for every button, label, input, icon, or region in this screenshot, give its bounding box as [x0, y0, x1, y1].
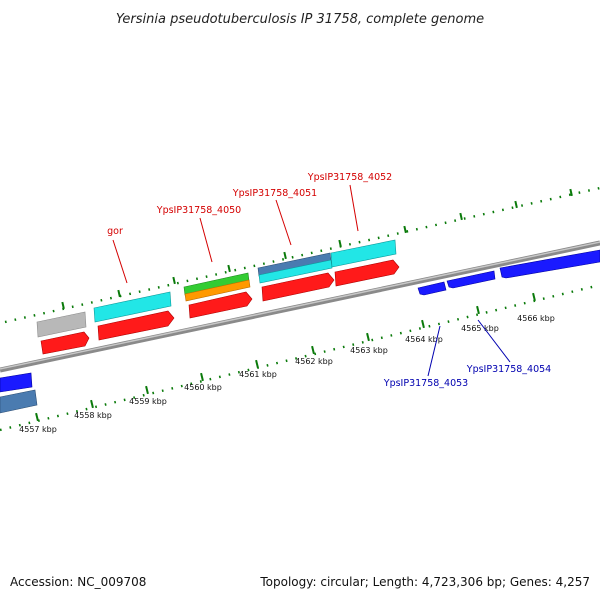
gene-label-4053[interactable]: YpsIP31758_4053 [383, 378, 468, 389]
upper-major-tick [172, 276, 176, 285]
blue-gene-large[interactable] [499, 249, 600, 279]
cyan-feature-4052[interactable] [330, 239, 397, 268]
tick-label-4565: 4565 kbp [461, 324, 499, 333]
tick-label-4561: 4561 kbp [239, 370, 277, 379]
upper-major-tick [403, 225, 407, 234]
lower-major-tick [476, 305, 480, 315]
lower-major-tick [421, 319, 425, 329]
red-gene-4050[interactable] [188, 291, 253, 319]
lower-major-tick [366, 332, 370, 342]
upper-major-tick [283, 251, 287, 260]
cyan-feature-4051[interactable] [258, 259, 333, 284]
lower-major-tick [145, 385, 149, 395]
gene-label-4052[interactable]: YpsIP31758_4052 [307, 172, 392, 183]
orange-feature-4050[interactable] [184, 279, 251, 302]
blue-gene-4053[interactable] [417, 281, 447, 296]
gene-label-4050[interactable]: YpsIP31758_4050 [156, 205, 241, 216]
blue-gene-4054[interactable] [446, 270, 496, 289]
tick-labels: 4557 kbp 4558 kbp 4559 kbp 4560 kbp 4561… [19, 314, 555, 434]
red-gene-4052[interactable] [334, 259, 400, 287]
accession-text: Accession: NC_009708 [10, 575, 146, 589]
lower-major-tick [200, 372, 204, 382]
gene-label-gor[interactable]: gor [107, 226, 123, 237]
forward-features [36, 239, 400, 355]
tick-label-4557: 4557 kbp [19, 425, 57, 434]
chromosome-backbone [0, 240, 600, 373]
cyan-feature-gor[interactable] [93, 291, 172, 323]
blue-gene-left[interactable] [0, 372, 33, 393]
gene-labels: gor YpsIP31758_4050 YpsIP31758_4051 YpsI… [107, 172, 551, 389]
upper-major-tick [227, 264, 231, 273]
upper-major-tick [569, 188, 573, 197]
reverse-features [0, 249, 600, 414]
upper-major-tick [117, 289, 121, 298]
tick-label-4558: 4558 kbp [74, 411, 112, 420]
steel-feature-left[interactable] [0, 389, 38, 414]
lower-major-tick [532, 292, 536, 302]
lower-major-tick [255, 359, 259, 369]
tick-label-4560: 4560 kbp [184, 383, 222, 392]
lower-major-tick [35, 412, 39, 422]
red-gene-gor[interactable] [97, 310, 175, 341]
lower-major-tick [311, 345, 315, 355]
upper-scale-dots [4, 186, 600, 324]
red-gene-1[interactable] [40, 331, 90, 355]
tick-label-4559: 4559 kbp [129, 397, 167, 406]
upper-major-tick [514, 200, 518, 209]
tick-label-4563: 4563 kbp [350, 346, 388, 355]
lower-major-tick [90, 399, 94, 409]
genome-title: Yersinia pseudotuberculosis IP 31758, co… [116, 12, 484, 27]
label-callouts [112, 184, 511, 377]
gene-label-4051[interactable]: YpsIP31758_4051 [232, 188, 317, 199]
upper-major-tick [61, 301, 65, 310]
gray-feature[interactable] [36, 311, 87, 338]
tick-label-4564: 4564 kbp [405, 335, 443, 344]
upper-major-tick [459, 212, 463, 221]
upper-major-tick [338, 239, 342, 248]
tick-label-4566: 4566 kbp [517, 314, 555, 323]
gene-label-4054[interactable]: YpsIP31758_4054 [466, 364, 551, 375]
tick-label-4562: 4562 kbp [295, 357, 333, 366]
red-gene-4051[interactable] [261, 272, 335, 302]
lower-scale-track [0, 283, 600, 432]
upper-scale-track [4, 186, 600, 324]
genome-summary-text: Topology: circular; Length: 4,723,306 bp… [259, 575, 590, 589]
